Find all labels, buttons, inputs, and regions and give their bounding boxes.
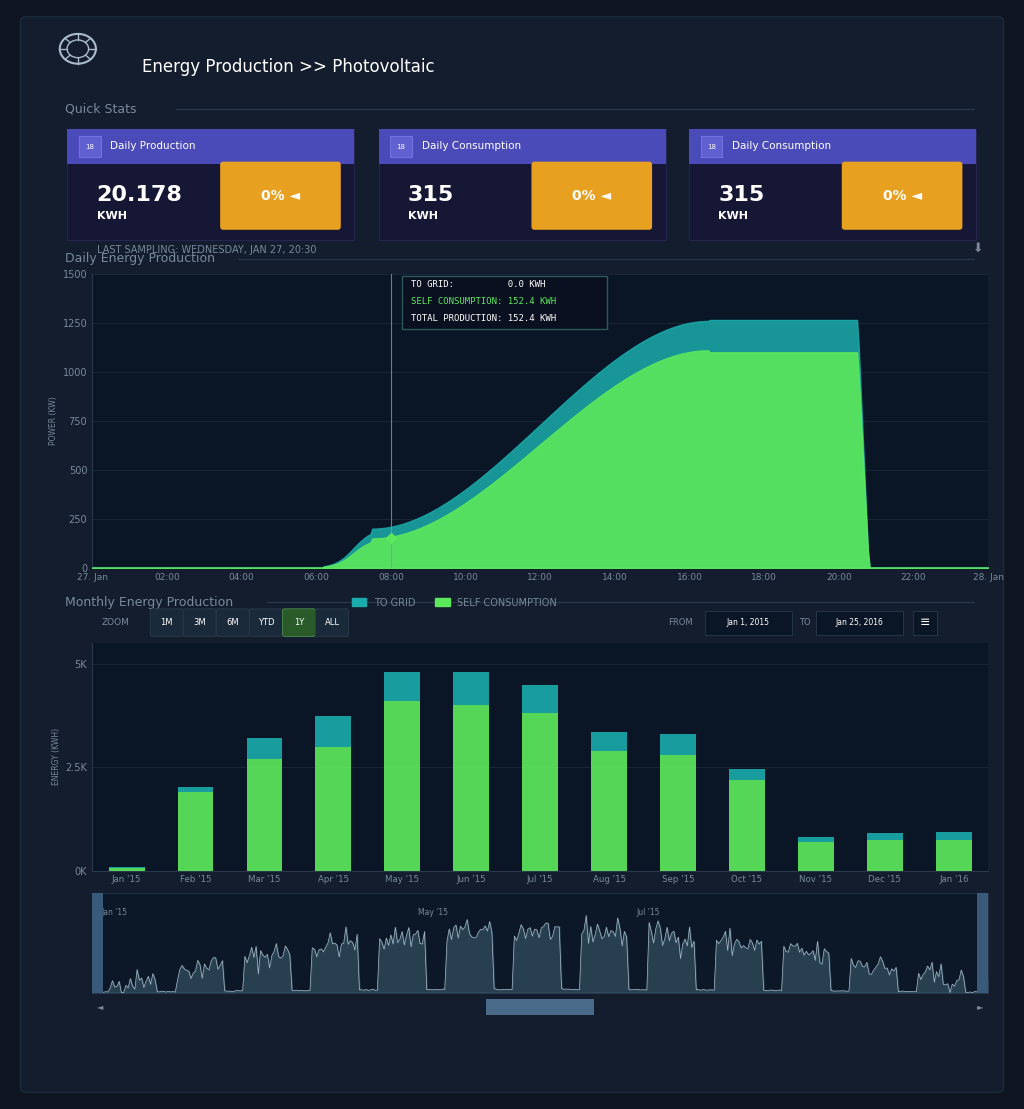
FancyBboxPatch shape	[68, 129, 354, 241]
FancyBboxPatch shape	[379, 129, 666, 164]
FancyBboxPatch shape	[700, 136, 722, 157]
Text: KWH: KWH	[96, 211, 127, 221]
Bar	[591, 751, 627, 871]
FancyBboxPatch shape	[531, 162, 652, 230]
Bar	[247, 759, 283, 871]
FancyBboxPatch shape	[705, 611, 793, 635]
Text: Daily Consumption: Daily Consumption	[732, 141, 831, 151]
Text: Daily Consumption: Daily Consumption	[422, 141, 520, 151]
Text: YTD: YTD	[258, 618, 274, 627]
Bar	[660, 755, 696, 871]
Text: ►: ►	[977, 1003, 984, 1011]
Text: 1M: 1M	[161, 618, 173, 627]
FancyBboxPatch shape	[689, 129, 976, 164]
Bar	[798, 842, 834, 871]
Text: Jan '15: Jan '15	[101, 907, 127, 917]
Text: ALL: ALL	[325, 618, 340, 627]
FancyBboxPatch shape	[79, 136, 100, 157]
Text: TO: TO	[799, 618, 811, 627]
Text: Quick Stats: Quick Stats	[65, 103, 136, 116]
FancyBboxPatch shape	[216, 609, 250, 637]
Bar	[454, 705, 489, 871]
Bar	[977, 893, 988, 993]
Text: LAST SAMPLING: WEDNESDAY, JAN 27, 20:30: LAST SAMPLING: WEDNESDAY, JAN 27, 20:30	[96, 245, 316, 255]
Bar	[798, 836, 834, 842]
Bar	[486, 999, 594, 1015]
Text: 18: 18	[396, 144, 406, 150]
Bar	[522, 713, 558, 871]
Y-axis label: ENERGY (KWH): ENERGY (KWH)	[52, 729, 61, 785]
Bar	[936, 840, 972, 871]
FancyBboxPatch shape	[689, 129, 976, 241]
FancyBboxPatch shape	[815, 611, 903, 635]
Text: May '15: May '15	[418, 907, 447, 917]
Bar	[522, 684, 558, 713]
Bar	[936, 832, 972, 840]
Legend: TO GRID, SELF CONSUMPTION: TO GRID, SELF CONSUMPTION	[348, 593, 561, 611]
Bar	[177, 786, 213, 792]
Bar	[384, 701, 420, 871]
Text: FROM: FROM	[668, 618, 692, 627]
Bar	[454, 672, 489, 705]
Text: Daily Production: Daily Production	[111, 141, 196, 151]
Bar	[315, 715, 351, 746]
FancyBboxPatch shape	[151, 609, 183, 637]
Bar	[729, 780, 765, 871]
Text: 315: 315	[718, 185, 765, 205]
Text: Energy Production >> Photovoltaic: Energy Production >> Photovoltaic	[142, 58, 435, 75]
Bar	[92, 893, 102, 993]
Text: SELF CONSUMPTION: 152.4 KWH: SELF CONSUMPTION: 152.4 KWH	[412, 297, 556, 306]
Text: ⬇: ⬇	[973, 242, 984, 255]
FancyBboxPatch shape	[842, 162, 963, 230]
Text: ◄: ◄	[96, 1003, 103, 1011]
Bar	[109, 868, 144, 871]
Text: 0% ◄: 0% ◄	[572, 189, 611, 203]
Text: Daily Energy Production: Daily Energy Production	[65, 252, 214, 265]
FancyBboxPatch shape	[390, 136, 412, 157]
Bar	[867, 840, 903, 871]
Bar	[660, 734, 696, 755]
Text: TO GRID:          0.0 KWH: TO GRID: 0.0 KWH	[412, 281, 546, 289]
Bar	[867, 833, 903, 840]
Text: Jan 25, 2016: Jan 25, 2016	[836, 618, 884, 627]
FancyBboxPatch shape	[315, 609, 348, 637]
Bar	[729, 770, 765, 780]
Bar	[384, 672, 420, 701]
FancyBboxPatch shape	[220, 162, 341, 230]
Text: Jan 1, 2015: Jan 1, 2015	[727, 618, 770, 627]
FancyBboxPatch shape	[283, 609, 315, 637]
Legend: ENERGY TO GRID, SELF-CONSUMED ENERGY: ENERGY TO GRID, SELF-CONSUMED ENERGY	[348, 898, 631, 916]
Text: KWH: KWH	[408, 211, 438, 221]
Bar	[247, 739, 283, 759]
FancyBboxPatch shape	[250, 609, 283, 637]
FancyBboxPatch shape	[912, 611, 937, 635]
Text: Monthly Energy Production: Monthly Energy Production	[65, 596, 232, 609]
Bar	[315, 746, 351, 871]
Text: ZOOM: ZOOM	[101, 618, 129, 627]
Text: Jul '15: Jul '15	[636, 907, 659, 917]
Text: 0% ◄: 0% ◄	[883, 189, 922, 203]
Text: KWH: KWH	[718, 211, 749, 221]
Text: 18: 18	[85, 144, 94, 150]
Bar	[177, 792, 213, 871]
Bar	[109, 867, 144, 868]
Text: 0% ◄: 0% ◄	[261, 189, 300, 203]
Text: 3M: 3M	[194, 618, 206, 627]
Text: 1Y: 1Y	[294, 618, 304, 627]
FancyBboxPatch shape	[68, 129, 354, 164]
Text: ≡: ≡	[920, 617, 930, 629]
Y-axis label: POWER (KW): POWER (KW)	[49, 397, 58, 445]
Bar	[591, 732, 627, 751]
Text: 6M: 6M	[226, 618, 240, 627]
FancyBboxPatch shape	[379, 129, 666, 241]
FancyBboxPatch shape	[183, 609, 216, 637]
FancyBboxPatch shape	[402, 276, 607, 328]
Text: 18: 18	[707, 144, 716, 150]
Text: 20.178: 20.178	[96, 185, 182, 205]
Text: 315: 315	[408, 185, 455, 205]
Text: TOTAL PRODUCTION: 152.4 KWH: TOTAL PRODUCTION: 152.4 KWH	[412, 314, 556, 323]
